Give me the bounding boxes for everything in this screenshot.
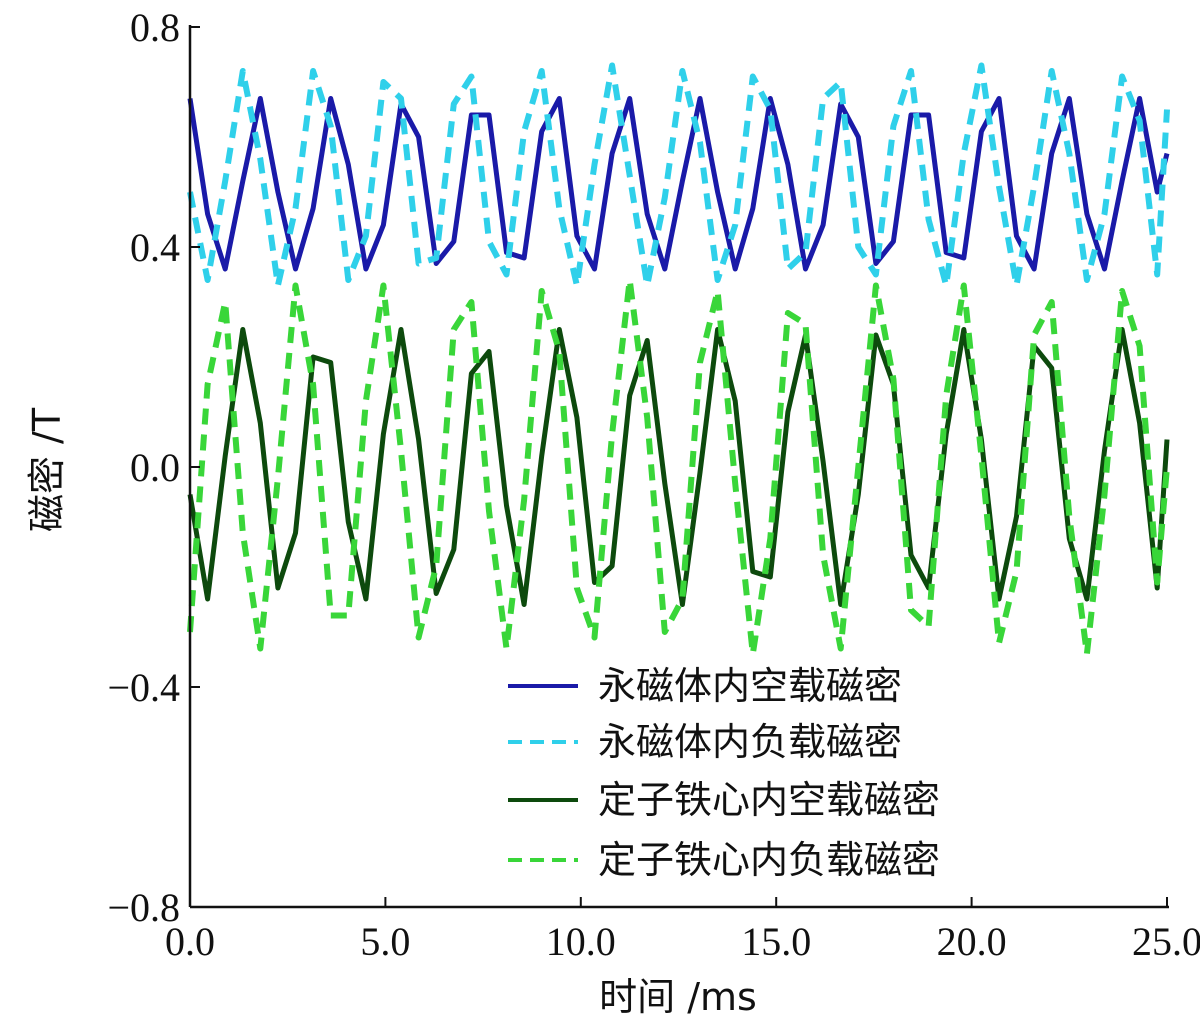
legend-label-4: 定子铁心内负载磁密 <box>598 838 940 882</box>
legend-label-1: 永磁体内空载磁密 <box>598 664 902 708</box>
x-tick-label: 0.0 <box>165 919 215 964</box>
y-tick-label: 0.8 <box>130 5 180 50</box>
series-line-4 <box>187 277 1170 657</box>
x-tick-label: 20.0 <box>937 919 1007 964</box>
x-axis-title: 时间 /ms <box>599 975 757 1019</box>
x-tick-label: 5.0 <box>360 919 410 964</box>
y-tick-label: −0.4 <box>107 665 180 710</box>
x-tick-label: 15.0 <box>741 919 811 964</box>
series-line-1 <box>187 96 1170 272</box>
y-tick-label: 0.0 <box>130 445 180 490</box>
x-tick-label: 25.0 <box>1132 919 1200 964</box>
y-tick-label: 0.4 <box>130 225 180 270</box>
y-tick-label: −0.8 <box>107 885 180 930</box>
series-line-3 <box>187 327 1170 607</box>
x-tick-label: 10.0 <box>546 919 616 964</box>
legend-label-3: 定子铁心内空载磁密 <box>598 778 940 822</box>
y-axis-title: 磁密 /T <box>25 407 69 532</box>
plot-lines <box>187 62 1170 657</box>
legend-label-2: 永磁体内负载磁密 <box>598 720 902 764</box>
series-line-2 <box>187 62 1170 289</box>
ticks: 0.0 5.0 10.0 15.0 20.0 25.0 −0.8 −0.4 0.0 0.4 0.8 <box>107 5 1200 964</box>
